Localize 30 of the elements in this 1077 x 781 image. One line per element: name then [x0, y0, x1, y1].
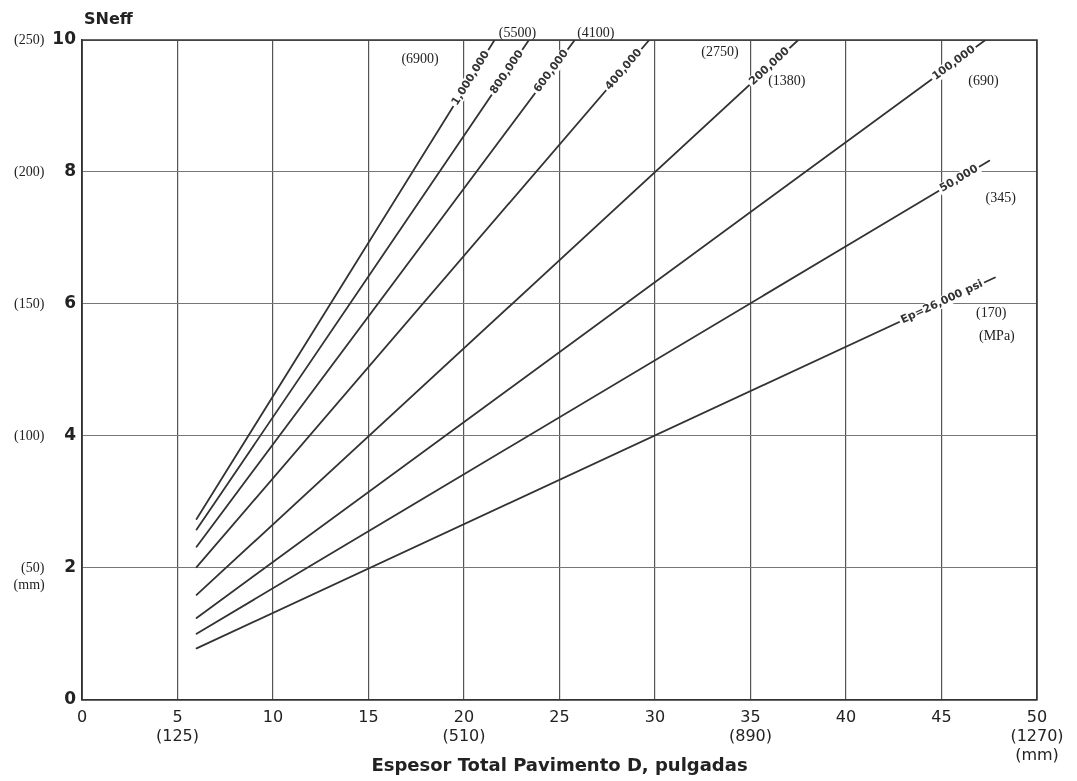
x-tick-label: 30	[644, 706, 666, 726]
x-tick-label: 10	[262, 706, 284, 726]
annotation: (2750)	[701, 44, 739, 61]
y-tick-label: 6	[64, 292, 76, 313]
text: (5500)	[498, 24, 537, 41]
y2-tick-label: (250)	[14, 31, 45, 48]
x-tick-label: 15	[358, 706, 379, 726]
x-tick-label: 50 (1270) (mm)	[1010, 706, 1064, 764]
x-tick-label: 45	[931, 706, 952, 726]
x-tick-label: 40	[835, 706, 857, 726]
y-axis-title: SNeff	[83, 9, 134, 29]
y-tick-label: 4	[64, 424, 77, 445]
x-axis-title: Espesor Total Pavimento D, pulgadas	[371, 753, 748, 775]
y-tick-label: 10	[52, 28, 77, 49]
y2-tick-label: (200)	[14, 163, 45, 180]
y-tick-label: 8	[64, 160, 76, 181]
y-tick-label: 2	[64, 556, 76, 577]
annotation: (6900)	[401, 51, 440, 68]
y2-tick-label: (100)	[14, 427, 45, 444]
annotation: (345)	[985, 189, 1017, 206]
x-tick-label: 25	[549, 706, 570, 726]
text: (4100)	[577, 24, 615, 41]
x-tick-label: 20 (510)	[442, 706, 486, 745]
annotation: (MPa)	[979, 328, 1016, 345]
x-tick-label: 5 (125)	[155, 706, 199, 745]
x-tick-label: 35 (890)	[728, 706, 773, 745]
y2-axis-title: (mm)	[13, 576, 46, 593]
y2-tick-label: (150)	[14, 295, 45, 312]
y-tick-label: 0	[64, 688, 77, 709]
y2-tick-label: (50)	[21, 559, 45, 576]
